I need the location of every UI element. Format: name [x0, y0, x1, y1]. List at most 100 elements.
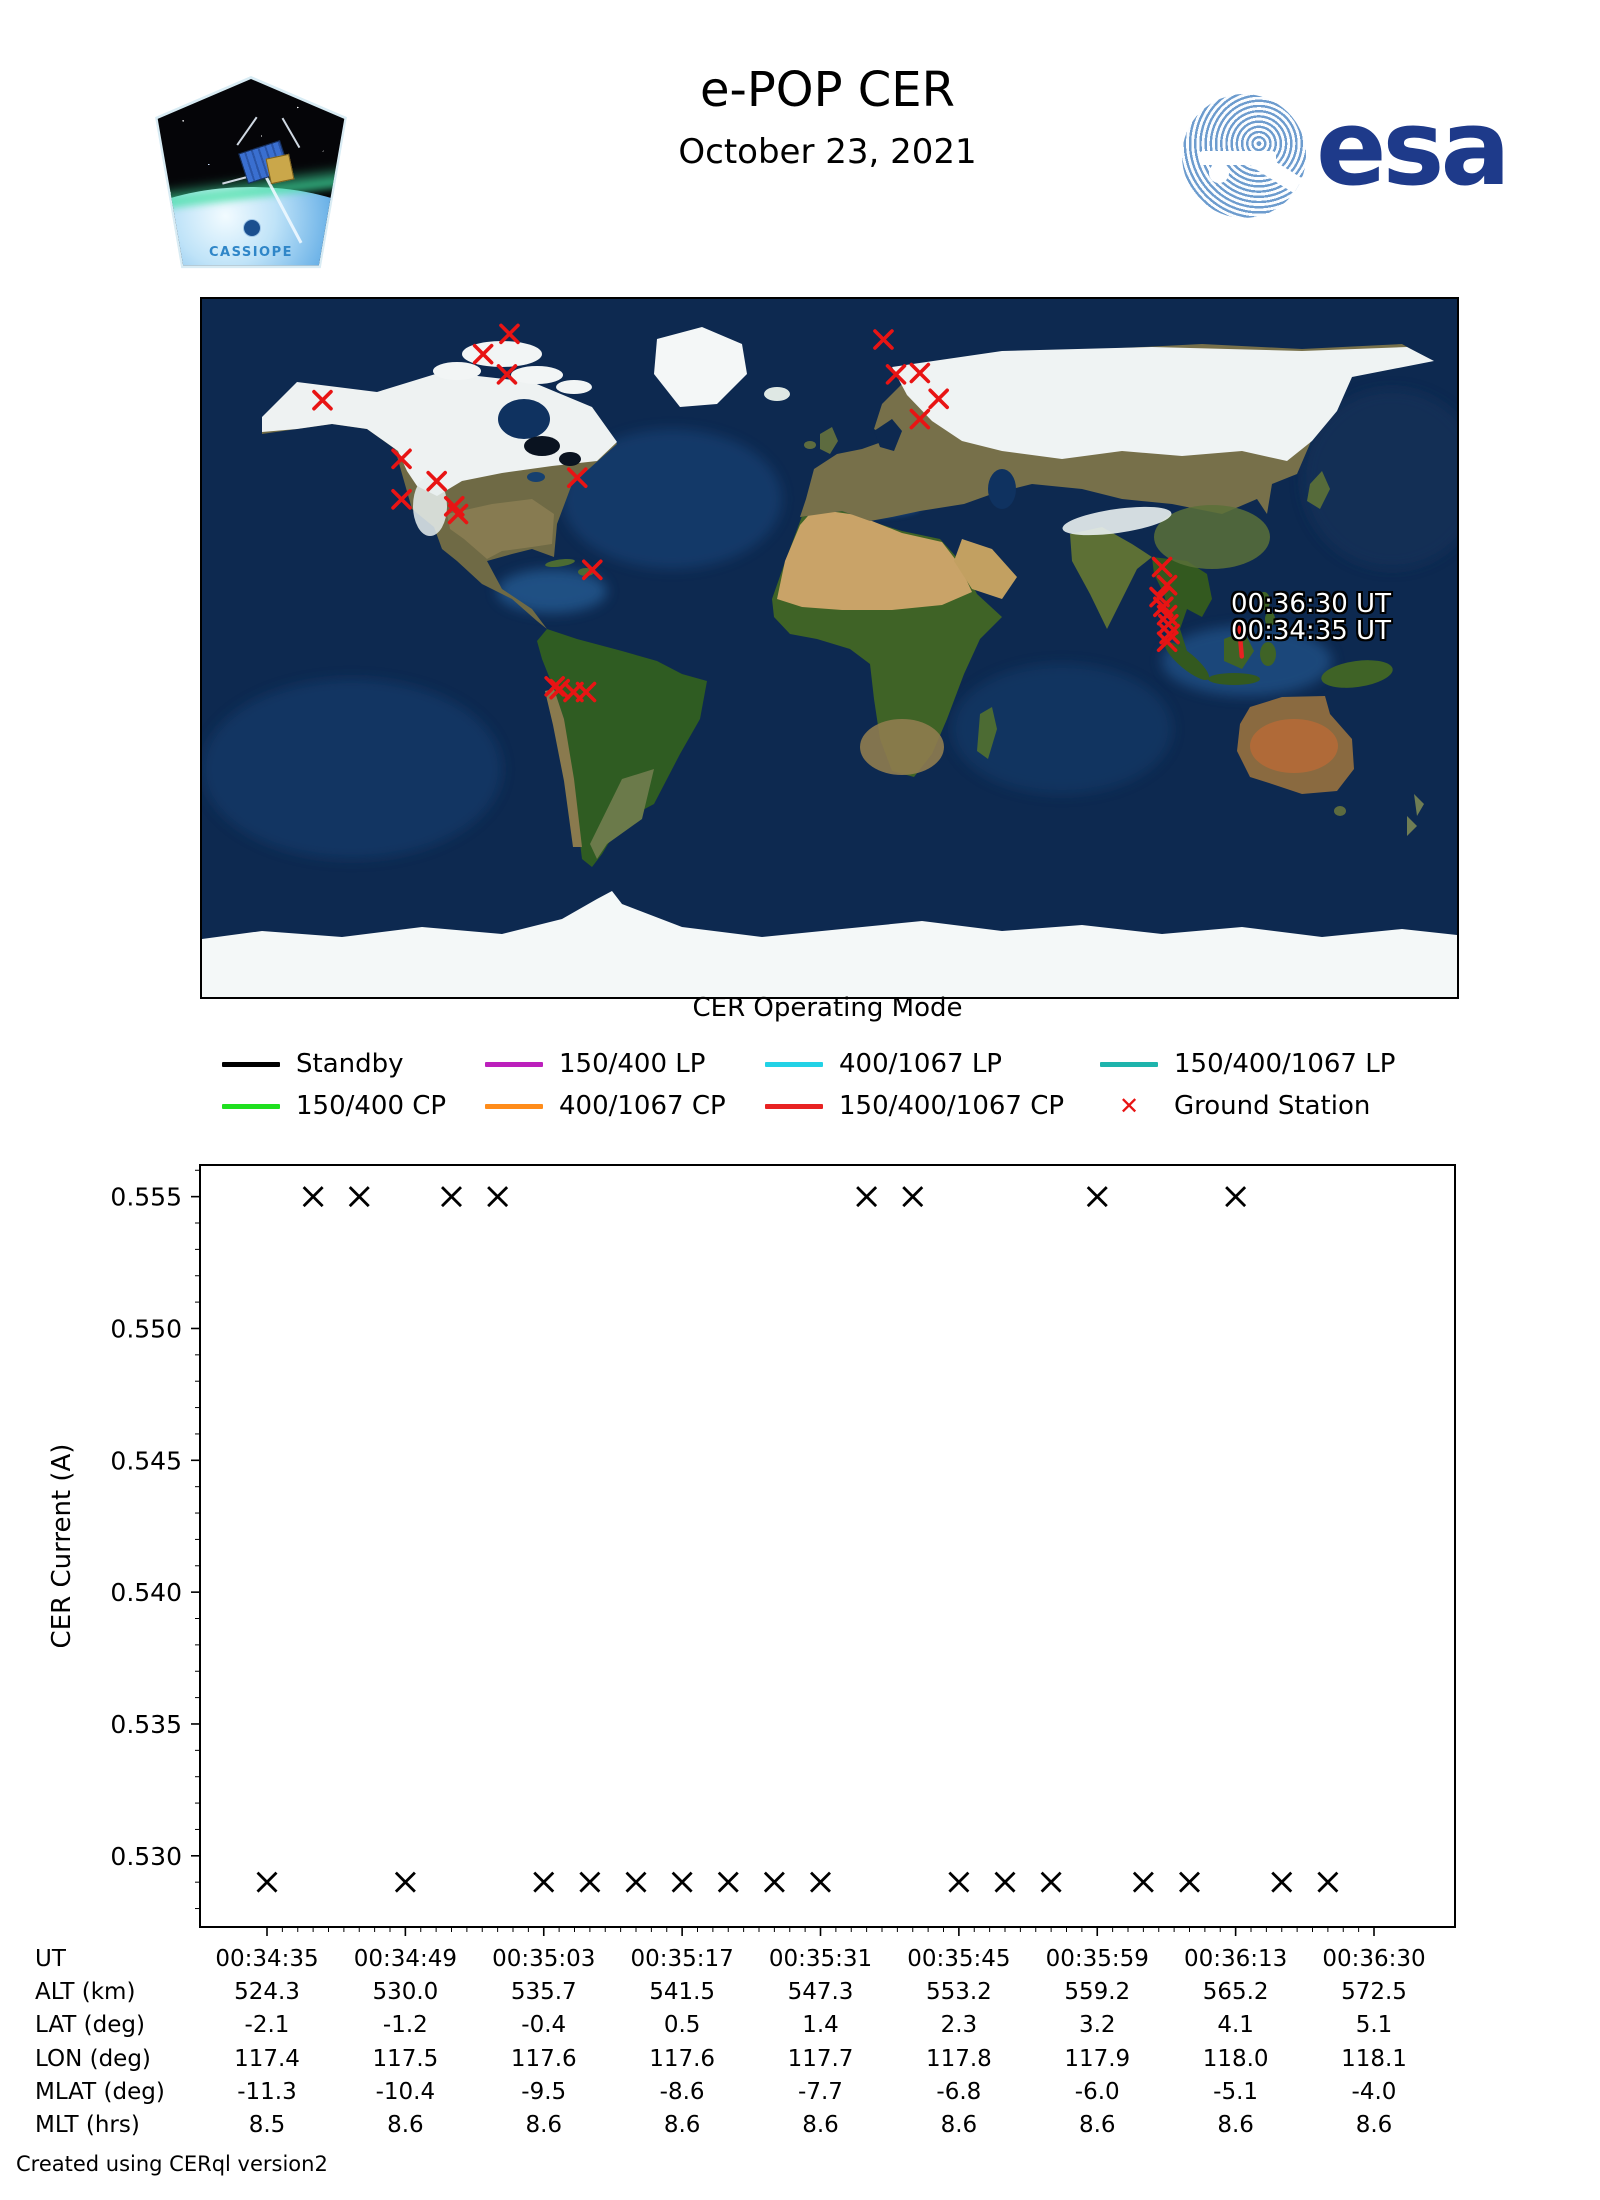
table-row-label: MLAT (deg): [35, 2078, 165, 2105]
data-point-x-marker: [625, 1871, 647, 1893]
ground-station-marker: [496, 364, 518, 385]
map-annotation-start-time: 00:34:35 UT: [1231, 616, 1391, 646]
table-cell: 8.6: [802, 2112, 839, 2138]
table-row: LON (deg) 117.4 117.5 117.6 117.6 117.7 117.8 1…: [0, 2046, 1600, 2079]
ground-station-marker: [391, 448, 412, 470]
data-point-x-marker: [1317, 1871, 1339, 1893]
table-cell: 3.2: [1078, 2012, 1116, 2039]
table-row-label: MLT (hrs): [35, 2112, 140, 2138]
data-point-x-marker: [348, 1186, 370, 1208]
data-point-x-marker: [717, 1871, 739, 1893]
legend-line-swatch: [1100, 1061, 1158, 1067]
legend-item-standby: Standby: [222, 1046, 404, 1082]
patch-label: CASSIOPE: [208, 244, 294, 260]
ground-station-marker: [472, 343, 494, 365]
legend-title: CER Operating Mode: [692, 993, 963, 1023]
table-cell: 00:35:59: [1045, 1946, 1149, 1972]
ground-station-marker: [873, 329, 894, 350]
table-row: UT 00:34:35 00:34:49 00:35:03 00:35:17 00:35:…: [0, 1946, 1600, 1979]
ground-station-marker: [312, 389, 333, 411]
data-point-x-marker: [302, 1186, 324, 1208]
data-point-x-marker: [763, 1871, 785, 1893]
ground-station-marker: [928, 388, 949, 410]
table-cell: -2.1: [244, 2012, 290, 2039]
table-cell: 8.5: [248, 2112, 286, 2138]
table-row: LAT (deg) -2.1 -1.2 -0.4 0.5 1.4 2.3 3.2 4.1 5.1: [0, 2012, 1600, 2045]
data-point-x-marker: [856, 1186, 878, 1208]
patch-mini-logo: [242, 218, 261, 237]
legend-line-swatch: [485, 1103, 543, 1109]
y-tick-label: 0.545: [110, 1446, 182, 1475]
table-cell: 00:35:31: [768, 1946, 873, 1972]
y-tick-label: 0.530: [110, 1842, 182, 1871]
esa-globe-icon: [1182, 94, 1306, 218]
legend-item-150-400-lp: 150/400 LP: [485, 1046, 705, 1082]
table-cell: -7.7: [798, 2078, 843, 2105]
table-row-label: UT: [35, 1946, 66, 1972]
table-row-label: LAT (deg): [35, 2012, 145, 2039]
ground-station-x-icon: ✕: [1118, 1092, 1140, 1120]
legend-line-swatch: [222, 1103, 280, 1109]
y-tick-label: 0.540: [110, 1578, 182, 1607]
legend-item-label: Ground Station: [1174, 1091, 1371, 1121]
legend-item-400-1067-cp: 400/1067 CP: [485, 1088, 726, 1124]
y-tick-label: 0.535: [110, 1710, 182, 1739]
table-cell: -0.4: [521, 2012, 567, 2039]
table-row: ALT (km) 524.3 530.0 535.7 541.5 547.3 553.2 55…: [0, 1979, 1600, 2012]
table-cell: 8.6: [387, 2112, 424, 2138]
table-cell: 117.6: [649, 2045, 716, 2072]
cer-current-plot: 0.530 0.535 0.540 0.545 0.550 0.555 CER Curren…: [47, 1164, 1456, 1936]
table-cell: 8.6: [663, 2112, 701, 2138]
legend-item-label: 400/1067 LP: [839, 1049, 1002, 1079]
table-cell: -6.8: [936, 2078, 982, 2105]
table-row-label: LON (deg): [35, 2045, 151, 2072]
table-cell: 00:35:03: [492, 1946, 596, 1972]
data-point-x-marker: [1040, 1871, 1062, 1893]
data-point-x-marker: [810, 1871, 831, 1893]
table-cell: 117.6: [510, 2045, 577, 2072]
table-cell: 572.5: [1341, 1979, 1407, 2006]
data-point-x-marker: [948, 1871, 970, 1893]
legend-item-label: 150/400/1067 LP: [1174, 1049, 1396, 1079]
table-cell: -1.2: [382, 2012, 428, 2039]
legend-item-ground-station: ✕ Ground Station: [1100, 1088, 1370, 1124]
world-map-art: [202, 299, 1457, 997]
y-axis-label: CER Current (A): [47, 1444, 77, 1649]
data-point-x-marker: [1271, 1871, 1293, 1893]
table-cell: 8.6: [1355, 2112, 1393, 2138]
page-date: October 23, 2021: [678, 132, 977, 172]
table-cell: 00:36:30: [1322, 1946, 1426, 1972]
data-point-x-marker: [902, 1186, 924, 1208]
esa-logo-text: esa: [1316, 87, 1511, 209]
table-cell: -10.4: [375, 2078, 436, 2105]
y-tick-label: 0.550: [110, 1314, 182, 1343]
table-cell: 118.0: [1202, 2045, 1269, 2072]
table-cell: 8.6: [525, 2112, 563, 2138]
ground-station-marker: [1156, 631, 1178, 653]
table-row: MLT (hrs) 8.5 8.6 8.6 8.6 8.6 8.6 8.6 8.6 8.6: [0, 2112, 1600, 2145]
table-cell: 117.5: [372, 2045, 439, 2072]
ground-station-marker: [566, 467, 588, 488]
table-cell: -9.5: [521, 2078, 567, 2105]
table-row-label: ALT (km): [35, 1979, 136, 2006]
table-cell: -11.3: [237, 2078, 297, 2105]
table-cell: 524.3: [234, 1979, 300, 2006]
legend-item-150-400-1067-lp: 150/400/1067 LP: [1100, 1046, 1395, 1082]
legend-line-swatch: [765, 1061, 823, 1067]
legend-item-label: 150/400 LP: [559, 1049, 706, 1079]
table-cell: 8.6: [1217, 2112, 1254, 2138]
table-cell: 8.6: [1078, 2112, 1116, 2138]
legend-item-label: 400/1067 CP: [559, 1091, 726, 1121]
ground-station-marker: [391, 489, 412, 510]
table-cell: -4.0: [1351, 2078, 1397, 2105]
legend: Standby 150/400 LP 400/1067 LP 150/400/1067…: [215, 1046, 1485, 1136]
data-point-x-marker: [256, 1871, 278, 1893]
ground-station-marker: [499, 323, 520, 345]
legend-line-swatch: [765, 1103, 823, 1109]
ground-station-layer: [312, 323, 1245, 703]
ground-station-marker: [1156, 574, 1178, 596]
legend-item-150-400-cp: 150/400 CP: [222, 1088, 446, 1124]
table-cell: 00:34:35: [215, 1946, 319, 1972]
ground-station-marker: [426, 470, 447, 492]
